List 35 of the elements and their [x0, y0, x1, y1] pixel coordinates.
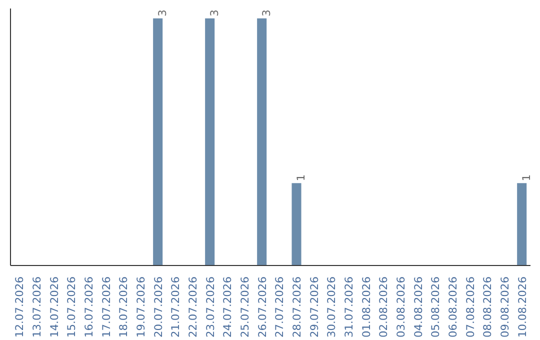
data-label: 3	[260, 10, 273, 16]
x-tick-label: 28.07.2026	[290, 276, 304, 338]
x-tick-label: 26.07.2026	[256, 276, 269, 338]
x-tick-label: 30.07.2026	[325, 276, 338, 338]
x-tick-label: 07.08.2026	[464, 276, 477, 338]
data-label: 1	[520, 174, 533, 182]
x-tick-label: 02.08.2026	[377, 276, 390, 338]
x-tick-label: 10.08.2026	[516, 276, 529, 338]
data-label: 3	[156, 10, 169, 16]
x-tick-label: 22.07.2026	[186, 276, 200, 338]
data-label: 3	[208, 10, 221, 16]
x-tick-label: 18.07.2026	[117, 276, 130, 338]
x-tick-label: 06.08.2026	[446, 276, 460, 338]
x-tick-label: 14.07.2026	[48, 276, 61, 338]
x-tick-label: 27.07.2026	[273, 276, 286, 338]
x-tick-label: 04.08.2026	[412, 276, 425, 338]
x-tick-label: 24.07.2026	[221, 276, 234, 338]
x-tick-label: 01.08.2026	[360, 276, 373, 338]
x-tick-label: 17.07.2026	[100, 276, 113, 338]
x-tick-label: 03.08.2026	[394, 276, 408, 338]
x-tick-label: 31.07.2026	[342, 276, 356, 338]
x-tick-label: 09.08.2026	[498, 276, 512, 338]
x-tick-label: 21.07.2026	[169, 276, 182, 338]
x-tick-label: 20.07.2026	[152, 276, 165, 338]
x-tick-label: 08.08.2026	[481, 276, 494, 338]
x-tick-label: 29.07.2026	[308, 276, 321, 338]
x-tick-label: 19.07.2026	[134, 276, 148, 338]
x-tick-label: 23.07.2026	[204, 276, 217, 338]
x-tick-label: 16.07.2026	[82, 276, 96, 338]
x-tick-label: 13.07.2026	[30, 276, 44, 338]
x-tick-label: 15.07.2026	[65, 276, 78, 338]
x-tick-label: 05.08.2026	[429, 276, 442, 338]
x-tick-label: 25.07.2026	[238, 276, 252, 338]
x-tick-label: 12.07.2026	[13, 276, 26, 338]
data-label: 1	[294, 174, 308, 182]
